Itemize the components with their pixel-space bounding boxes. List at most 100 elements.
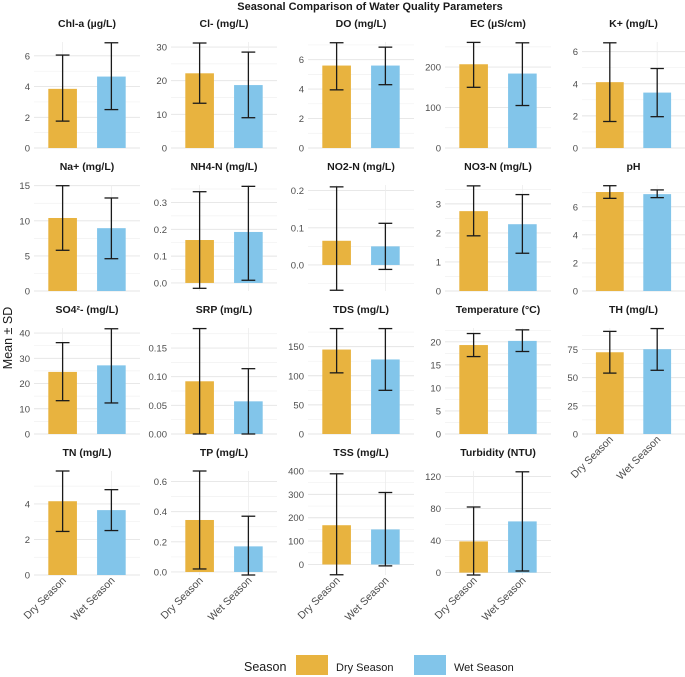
error-bar — [515, 193, 530, 254]
y-tick-label: 0 — [436, 144, 441, 155]
error-bar — [329, 186, 344, 291]
y-tick-label: 25 — [567, 401, 578, 412]
y-tick-label: 6 — [25, 51, 30, 62]
facet-panel: TN (mg/L) 0 2 4 — [25, 447, 140, 582]
facet-panel: SRP (mg/L) 0.00 0.05 0.10 0.15 — [149, 304, 277, 441]
facet-title: TDS (mg/L) — [333, 304, 389, 316]
legend-key — [296, 655, 328, 675]
error-bar — [241, 51, 256, 119]
y-tick-label: 80 — [430, 504, 441, 515]
bar-wet-season — [643, 194, 672, 291]
y-tick-label: 2 — [299, 114, 304, 125]
y-tick-label: 0.00 — [149, 430, 168, 441]
facet-title: Turbidity (NTU) — [460, 447, 536, 459]
y-tick-label: 0.6 — [154, 477, 167, 488]
error-bar — [650, 189, 664, 199]
y-tick-label: 150 — [288, 342, 304, 353]
facet-title: TN (mg/L) — [63, 447, 112, 459]
facet-title: pH — [627, 161, 641, 173]
facet-panel: EC (µS/cm) 0 100 200 — [425, 18, 551, 155]
y-tick-label: 0 — [25, 430, 30, 441]
y-tick-label: 0.1 — [154, 252, 167, 263]
y-tick-label: 2 — [25, 535, 30, 546]
error-bar — [466, 185, 481, 237]
error-bar — [104, 328, 119, 404]
y-tick-label: 100 — [288, 537, 304, 548]
error-bar — [192, 191, 207, 289]
y-tick-label: 0.4 — [154, 507, 167, 518]
error-bar — [329, 473, 344, 576]
facet-panel: TH (mg/L) 0 25 50 75 — [567, 304, 685, 441]
y-tick-label: 4 — [25, 82, 30, 93]
facet-panel: NO3-N (mg/L) 0 1 2 3 — [436, 161, 551, 298]
facet-title: DO (mg/L) — [336, 18, 387, 30]
error-bar — [603, 42, 617, 123]
facet-title: EC (µS/cm) — [470, 18, 526, 30]
y-tick-label: 10 — [156, 110, 167, 121]
facet-panel: TDS (mg/L) 0 50 100 150 — [288, 304, 414, 441]
error-bar — [329, 42, 344, 91]
y-tick-label: 10 — [19, 216, 30, 227]
y-tick-label: 0 — [436, 287, 441, 298]
y-tick-label: 0 — [25, 571, 30, 582]
y-tick-label: 4 — [573, 230, 578, 241]
bar-dry-season — [459, 345, 488, 434]
y-tick-label: 200 — [288, 513, 304, 524]
x-tick-label: Wet Season — [206, 575, 255, 624]
facet-panel: K+ (mg/L) 0 2 4 6 — [573, 18, 685, 155]
legend-title: Season — [244, 660, 286, 674]
y-tick-label: 120 — [425, 472, 441, 483]
y-tick-label: 5 — [436, 406, 441, 417]
error-bar — [192, 470, 207, 570]
y-tick-label: 15 — [430, 360, 441, 371]
facet-panel: DO (mg/L) 0 2 4 6 — [299, 18, 414, 155]
y-tick-label: 75 — [567, 345, 578, 356]
y-tick-label: 100 — [288, 371, 304, 382]
y-tick-label: 0.15 — [149, 344, 168, 355]
error-bar — [104, 489, 119, 532]
facet-panel: NH4-N (mg/L) 0.0 0.1 0.2 0.3 — [154, 161, 277, 291]
x-tick-label: Wet Season — [480, 575, 529, 624]
x-tick-label: Dry Season — [21, 575, 68, 622]
facet-title: SO4²- (mg/L) — [56, 304, 119, 316]
error-bar — [650, 327, 664, 371]
legend-label: Dry Season — [336, 662, 393, 674]
facet-title: TSS (mg/L) — [333, 447, 388, 459]
facet-panel: Turbidity (NTU) 0 40 80 120 — [425, 447, 551, 579]
facet-title: TP (mg/L) — [200, 447, 248, 459]
error-bar — [192, 327, 207, 435]
facet-panel: SO4²- (mg/L) 0 10 20 30 40 — [19, 304, 140, 441]
y-tick-label: 0.2 — [154, 537, 167, 548]
error-bar — [378, 222, 393, 271]
facet-panel: TP (mg/L) 0.0 0.2 0.4 0.6 — [154, 447, 277, 578]
facet-title: NH4-N (mg/L) — [190, 161, 257, 173]
y-tick-label: 0 — [573, 144, 578, 155]
error-bar — [55, 470, 70, 533]
y-tick-label: 0.2 — [291, 186, 304, 197]
bar-dry-season — [595, 192, 624, 291]
y-tick-label: 0 — [436, 430, 441, 441]
x-tick-label: Dry Season — [432, 575, 479, 622]
facet-title: Temperature (°C) — [456, 304, 541, 316]
y-tick-label: 6 — [299, 55, 304, 66]
facet-panel: Temperature (°C) 0 5 10 15 20 — [430, 304, 551, 441]
legend: Season Dry Season Wet Season — [244, 655, 514, 675]
y-tick-label: 100 — [425, 103, 441, 114]
legend-label: Wet Season — [454, 662, 514, 674]
error-bar — [603, 330, 617, 374]
y-tick-label: 2 — [573, 111, 578, 122]
x-tick-label: Dry Season — [569, 434, 616, 481]
y-tick-label: 50 — [567, 373, 578, 384]
error-bar — [55, 185, 70, 251]
error-bar — [378, 46, 393, 86]
y-tick-label: 0.05 — [149, 401, 168, 412]
y-tick-label: 4 — [299, 85, 304, 96]
y-tick-label: 40 — [19, 329, 30, 340]
error-bar — [55, 54, 70, 122]
error-bar — [104, 197, 119, 260]
error-bar — [192, 42, 207, 104]
x-tick-label: Dry Season — [158, 575, 205, 622]
facet-title: Chl-a (µg/L) — [58, 18, 116, 30]
error-bar — [241, 185, 256, 281]
